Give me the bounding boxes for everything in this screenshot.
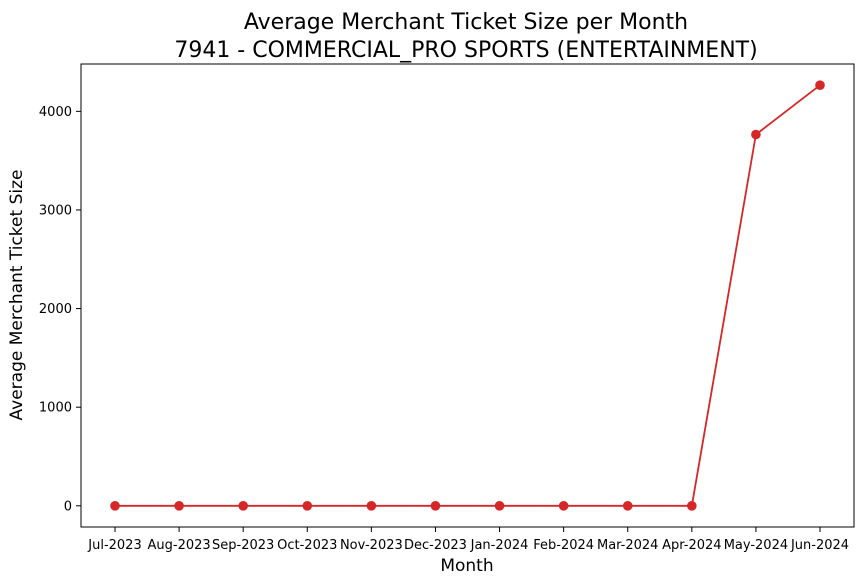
y-tick-label: 3000	[39, 203, 72, 218]
data-point	[110, 500, 120, 511]
chart-title-line2: 7941 - COMMERCIAL_PRO SPORTS (ENTERTAINM…	[174, 38, 757, 63]
x-tick-label: Jul-2023	[87, 538, 141, 553]
x-tick-label: May-2024	[724, 538, 788, 553]
x-tick-label: Oct-2023	[277, 538, 337, 553]
y-tick-label: 2000	[39, 302, 72, 317]
data-point	[366, 500, 377, 511]
data-point	[815, 80, 825, 91]
series-layer	[110, 80, 825, 511]
plot-area	[80, 63, 855, 528]
x-tick-label: Mar-2024	[597, 538, 658, 553]
data-point	[430, 500, 441, 511]
data-point	[687, 500, 697, 511]
data-point	[558, 500, 569, 511]
x-tick-label: Jan-2024	[470, 538, 529, 553]
data-point	[302, 500, 313, 511]
data-point	[494, 500, 505, 511]
x-tick-label: Jun-2024	[790, 538, 849, 553]
data-point	[622, 500, 633, 511]
y-tick-label: 1000	[39, 401, 72, 416]
data-point	[238, 500, 248, 511]
y-axis-label: Average Merchant Ticket Size	[7, 170, 27, 421]
y-axis: 0 1000 2000 3000 4000	[39, 105, 81, 514]
x-tick-label: Apr-2024	[662, 538, 721, 553]
data-point	[174, 500, 184, 511]
y-tick-label: 0	[64, 499, 72, 514]
data-point	[751, 129, 761, 140]
chart-title-line1: Average Merchant Ticket Size per Month	[244, 10, 688, 35]
x-axis-label: Month	[440, 556, 493, 576]
x-tick-label: Sep-2023	[212, 538, 274, 553]
y-tick-label: 4000	[39, 105, 72, 120]
x-tick-label: Feb-2024	[533, 538, 594, 553]
x-tick-label: Aug-2023	[148, 538, 211, 553]
series-line	[115, 84, 821, 507]
x-tick-label: Nov-2023	[340, 538, 403, 553]
x-tick-label: Dec-2023	[404, 538, 467, 553]
x-axis: Jul-2023 Aug-2023 Sep-2023 Oct-2023 Nov-2023…	[87, 527, 849, 553]
